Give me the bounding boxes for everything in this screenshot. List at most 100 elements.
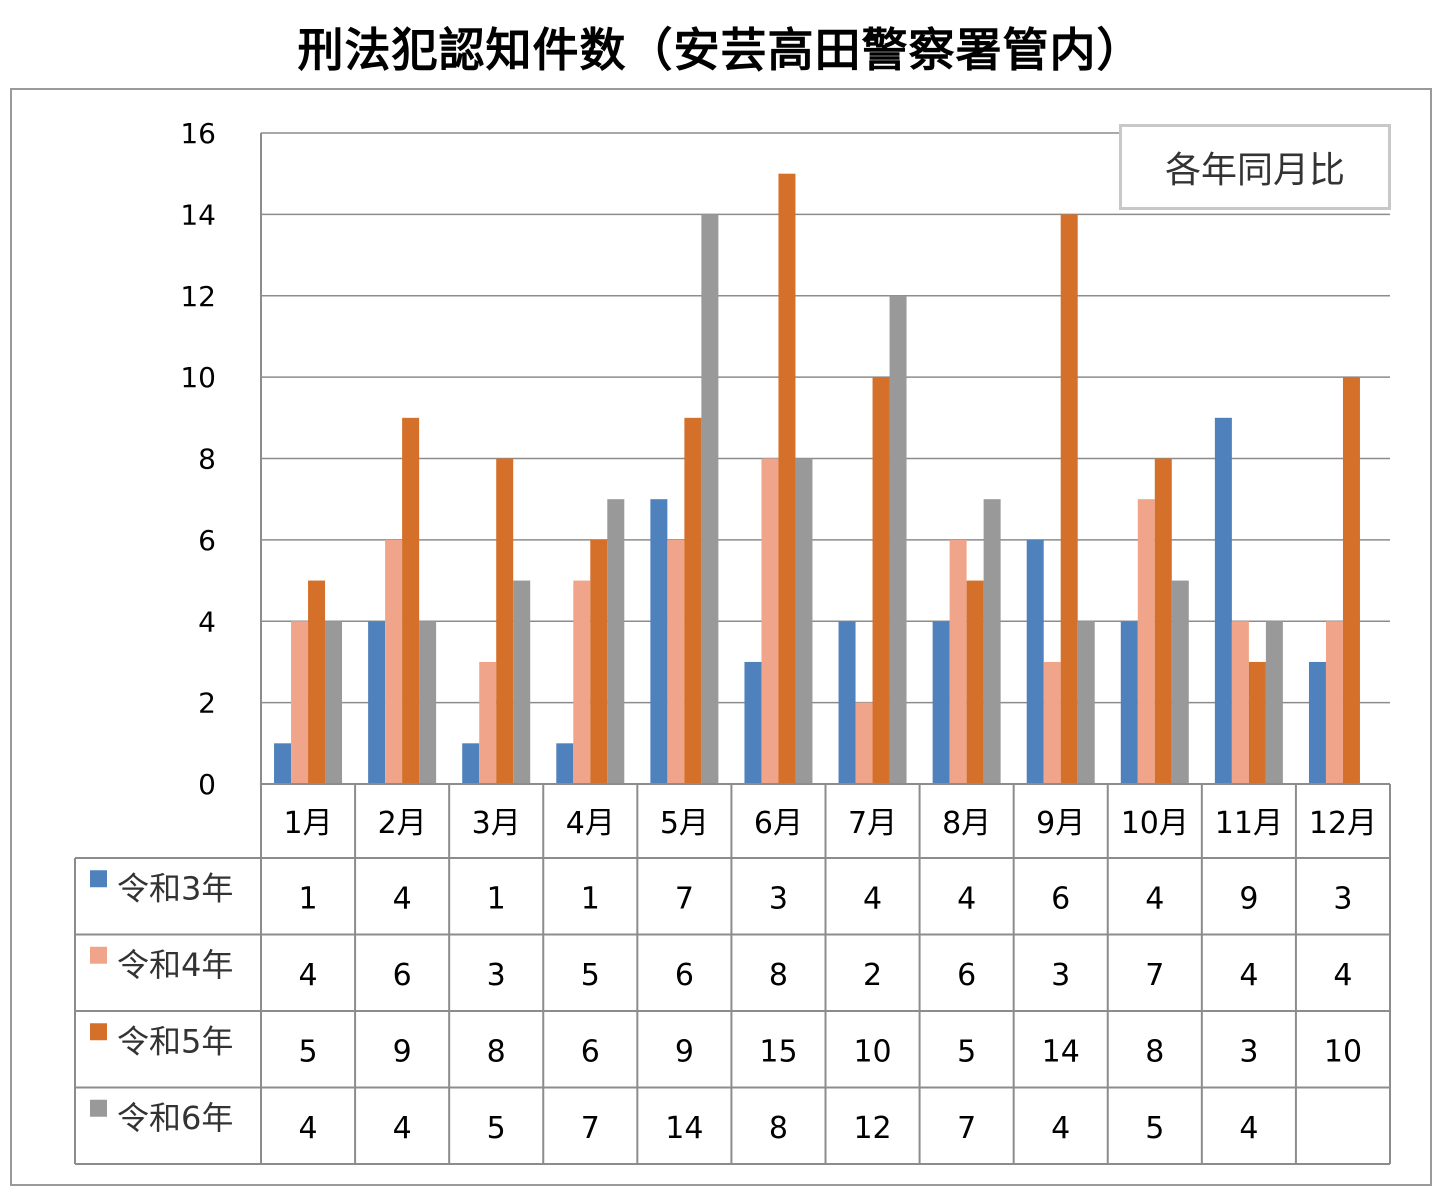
bar: [1248, 661, 1266, 784]
bar: [368, 621, 386, 784]
data-cell: 1: [581, 881, 600, 916]
data-cell: 7: [1145, 958, 1164, 993]
y-tick-label: 10: [180, 361, 216, 394]
data-cell: 4: [1145, 881, 1164, 916]
data-cell: 4: [393, 1111, 412, 1146]
category-label: 12月: [1309, 806, 1377, 841]
bar: [1060, 214, 1078, 784]
data-cell: 5: [581, 958, 600, 993]
bar: [949, 539, 967, 784]
bar: [983, 499, 1001, 784]
bar: [479, 661, 497, 784]
data-cell: 3: [487, 958, 506, 993]
legend-label: 令和6年: [117, 1099, 233, 1137]
legend-swatch: [90, 870, 107, 888]
y-tick-label: 2: [198, 687, 216, 720]
data-cell: 3: [1333, 881, 1352, 916]
data-cell: 5: [487, 1111, 506, 1146]
data-cell: 7: [675, 881, 694, 916]
bar: [650, 499, 668, 784]
bar: [590, 539, 608, 784]
bar: [1214, 417, 1232, 784]
comparison-note-label: 各年同月比: [1164, 150, 1345, 191]
category-label: 10月: [1121, 806, 1189, 841]
data-cell: 4: [298, 1111, 317, 1146]
bar: [1120, 621, 1138, 784]
data-cell: 8: [1145, 1034, 1164, 1069]
data-cell: 1: [487, 881, 506, 916]
bar: [701, 214, 719, 784]
y-tick-label: 8: [198, 443, 216, 476]
data-cell: 8: [487, 1034, 506, 1069]
category-label: 7月: [848, 806, 897, 841]
bar: [778, 173, 796, 784]
bar: [684, 417, 702, 784]
category-label: 9月: [1036, 806, 1085, 841]
data-cell: 1: [298, 881, 317, 916]
bar: [496, 458, 514, 784]
bar: [513, 580, 531, 784]
data-cell: 9: [675, 1034, 694, 1069]
data-cell: 3: [1239, 1034, 1258, 1069]
bar: [419, 621, 437, 784]
chart-frame: [10, 88, 1432, 1186]
bar: [1026, 539, 1044, 784]
bar: [795, 458, 813, 784]
data-cell: 10: [1324, 1034, 1362, 1069]
bar: [291, 621, 309, 784]
data-cell: 7: [957, 1111, 976, 1146]
bar: [966, 580, 984, 784]
bar: [1342, 377, 1360, 784]
y-tick-label: 0: [198, 768, 216, 801]
y-tick-label: 14: [180, 198, 216, 231]
data-cell: 7: [581, 1111, 600, 1146]
bar: [1171, 580, 1189, 784]
data-cell: 4: [1239, 958, 1258, 993]
legend-swatch: [90, 946, 107, 964]
bar: [872, 377, 890, 784]
y-tick-label: 16: [180, 117, 216, 150]
data-cell: 4: [393, 881, 412, 916]
category-label: 5月: [660, 806, 709, 841]
bar: [462, 743, 480, 784]
data-cell: 14: [665, 1111, 703, 1146]
data-cell: 6: [1051, 881, 1070, 916]
legend-swatch: [90, 1099, 107, 1117]
category-label: 3月: [472, 806, 521, 841]
legend-swatch: [90, 1023, 107, 1041]
data-cell: 4: [298, 958, 317, 993]
data-cell: 6: [675, 958, 694, 993]
bar: [761, 458, 779, 784]
bar: [932, 621, 950, 784]
bar: [402, 417, 420, 784]
bar: [1077, 621, 1095, 784]
bar: [744, 661, 762, 784]
data-cell: 5: [298, 1034, 317, 1069]
comparison-note: 各年同月比: [1119, 124, 1391, 210]
category-label: 2月: [378, 806, 427, 841]
data-cell: 8: [769, 1111, 788, 1146]
page-title: 刑法犯認知件数（安芸高田警察署管内）: [297, 23, 1144, 77]
legend-label: 令和3年: [117, 869, 233, 907]
data-cell: 4: [1333, 958, 1352, 993]
y-tick-label: 6: [198, 524, 216, 557]
category-label: 8月: [942, 806, 991, 841]
data-cell: 6: [581, 1034, 600, 1069]
bar: [325, 621, 343, 784]
bar: [1325, 621, 1343, 784]
data-cell: 8: [769, 958, 788, 993]
bar: [1231, 621, 1249, 784]
data-cell: 5: [1145, 1111, 1164, 1146]
bar: [573, 580, 591, 784]
data-cell: 12: [853, 1111, 891, 1146]
bar: [889, 295, 907, 784]
bar: [607, 499, 625, 784]
data-cell: 14: [1042, 1034, 1080, 1069]
bar: [838, 621, 856, 784]
category-label: 1月: [283, 806, 332, 841]
data-cell: 9: [393, 1034, 412, 1069]
legend-label: 令和5年: [117, 1022, 233, 1060]
data-cell: 5: [957, 1034, 976, 1069]
bar: [308, 580, 326, 784]
y-tick-label: 4: [198, 605, 216, 638]
